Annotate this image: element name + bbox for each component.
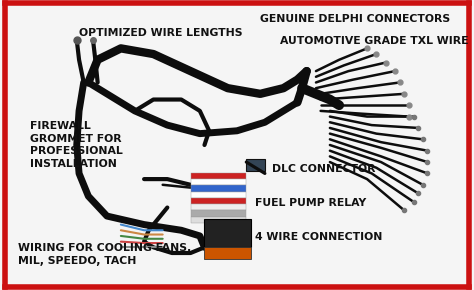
- Bar: [191, 179, 246, 185]
- Text: GENUINE DELPHI CONNECTORS: GENUINE DELPHI CONNECTORS: [260, 14, 450, 23]
- Text: AUTOMOTIVE GRADE TXL WIRE: AUTOMOTIVE GRADE TXL WIRE: [280, 36, 468, 46]
- Bar: [246, 159, 265, 171]
- Text: 4 WIRE CONNECTION: 4 WIRE CONNECTION: [255, 232, 382, 242]
- Bar: [204, 247, 251, 259]
- Text: DLC CONNECTOR: DLC CONNECTOR: [272, 164, 375, 174]
- Bar: [204, 219, 251, 247]
- Text: FUEL PUMP RELAY: FUEL PUMP RELAY: [255, 198, 366, 208]
- Bar: [191, 192, 246, 198]
- Bar: [191, 198, 246, 204]
- Bar: [191, 185, 246, 192]
- Text: WIRING FOR COOLING FANS,
MIL, SPEEDO, TACH: WIRING FOR COOLING FANS, MIL, SPEEDO, TA…: [18, 243, 191, 266]
- Bar: [191, 217, 246, 223]
- Bar: [191, 173, 246, 179]
- Text: FIREWALL
GROMMET FOR
PROFESSIONAL
INSTALLATION: FIREWALL GROMMET FOR PROFESSIONAL INSTAL…: [30, 122, 123, 168]
- Bar: [191, 204, 246, 210]
- Text: OPTIMIZED WIRE LENGTHS: OPTIMIZED WIRE LENGTHS: [79, 28, 242, 38]
- Bar: [191, 210, 246, 217]
